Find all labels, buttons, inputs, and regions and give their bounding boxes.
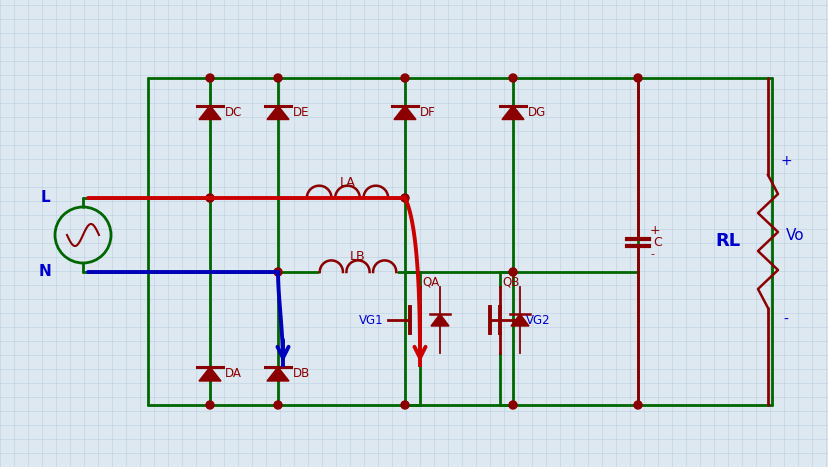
Text: QB: QB: [502, 276, 519, 289]
Circle shape: [274, 401, 282, 409]
Text: LB: LB: [349, 249, 365, 262]
Circle shape: [274, 74, 282, 82]
Text: DB: DB: [292, 368, 310, 381]
Polygon shape: [510, 314, 528, 326]
Polygon shape: [393, 106, 416, 120]
Text: DF: DF: [420, 106, 436, 119]
Circle shape: [205, 194, 214, 202]
Text: +: +: [649, 225, 660, 238]
Text: DE: DE: [292, 106, 309, 119]
Polygon shape: [199, 367, 221, 381]
Text: VG2: VG2: [525, 313, 550, 326]
Circle shape: [401, 194, 408, 202]
Text: DA: DA: [224, 368, 242, 381]
Circle shape: [401, 401, 408, 409]
Text: Vo: Vo: [785, 228, 804, 243]
Text: RL: RL: [715, 232, 739, 250]
Text: QA: QA: [421, 276, 439, 289]
Polygon shape: [199, 106, 221, 120]
Text: DG: DG: [527, 106, 546, 119]
Circle shape: [401, 74, 408, 82]
Circle shape: [205, 401, 214, 409]
Circle shape: [274, 268, 282, 276]
Circle shape: [633, 74, 641, 82]
Circle shape: [508, 401, 517, 409]
Text: L: L: [40, 191, 50, 205]
Text: N: N: [39, 264, 51, 280]
Text: +: +: [779, 154, 791, 168]
Polygon shape: [267, 367, 289, 381]
Circle shape: [508, 268, 517, 276]
Polygon shape: [431, 314, 449, 326]
Text: -: -: [649, 249, 653, 259]
Text: VG1: VG1: [359, 313, 383, 326]
Circle shape: [633, 401, 641, 409]
Text: C: C: [652, 236, 661, 249]
Circle shape: [508, 74, 517, 82]
Text: -: -: [782, 313, 787, 327]
Polygon shape: [267, 106, 289, 120]
Text: DC: DC: [224, 106, 242, 119]
Circle shape: [205, 74, 214, 82]
Polygon shape: [502, 106, 523, 120]
Text: LA: LA: [339, 176, 355, 189]
